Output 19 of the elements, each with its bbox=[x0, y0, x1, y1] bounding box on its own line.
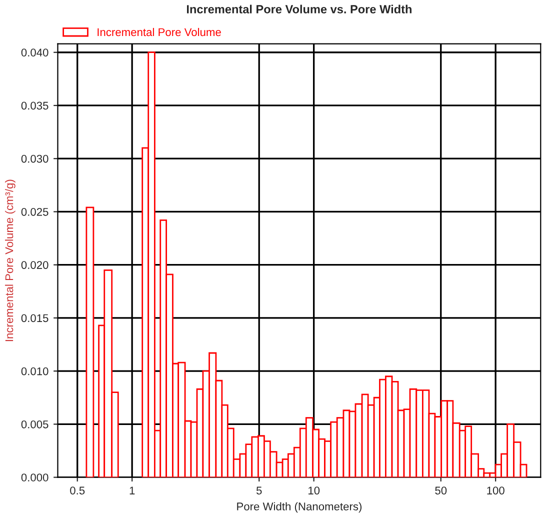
x-tick-label: 5 bbox=[256, 486, 262, 494]
y-tick-label: 0.040 bbox=[21, 48, 48, 56]
y-tick-label: 0.025 bbox=[21, 208, 48, 216]
chart-title: Incremental Pore Volume vs. Pore Width bbox=[186, 4, 412, 14]
y-tick-label: 0.015 bbox=[21, 314, 48, 322]
x-axis-title: Pore Width (Nanometers) bbox=[237, 502, 362, 513]
y-tick-label: 0.030 bbox=[21, 154, 48, 163]
x-tick-label: 10 bbox=[308, 486, 320, 494]
y-tick-label: 0.020 bbox=[21, 261, 48, 269]
x-tick-label: 100 bbox=[487, 486, 504, 494]
x-tick-label: 50 bbox=[435, 486, 447, 494]
legend-label: Incremental Pore Volume bbox=[98, 28, 221, 36]
x-tick-label: 0.5 bbox=[70, 486, 85, 494]
y-tick-label: 0.035 bbox=[21, 102, 48, 110]
y-tick-label: 0.000 bbox=[21, 474, 48, 482]
y-tick-label: 0.010 bbox=[21, 367, 48, 376]
y-axis-title: Incremental Pore Volume (cm³/g) bbox=[5, 180, 16, 342]
y-tick-label: 0.005 bbox=[21, 420, 48, 428]
x-tick-label: 1 bbox=[130, 486, 135, 494]
